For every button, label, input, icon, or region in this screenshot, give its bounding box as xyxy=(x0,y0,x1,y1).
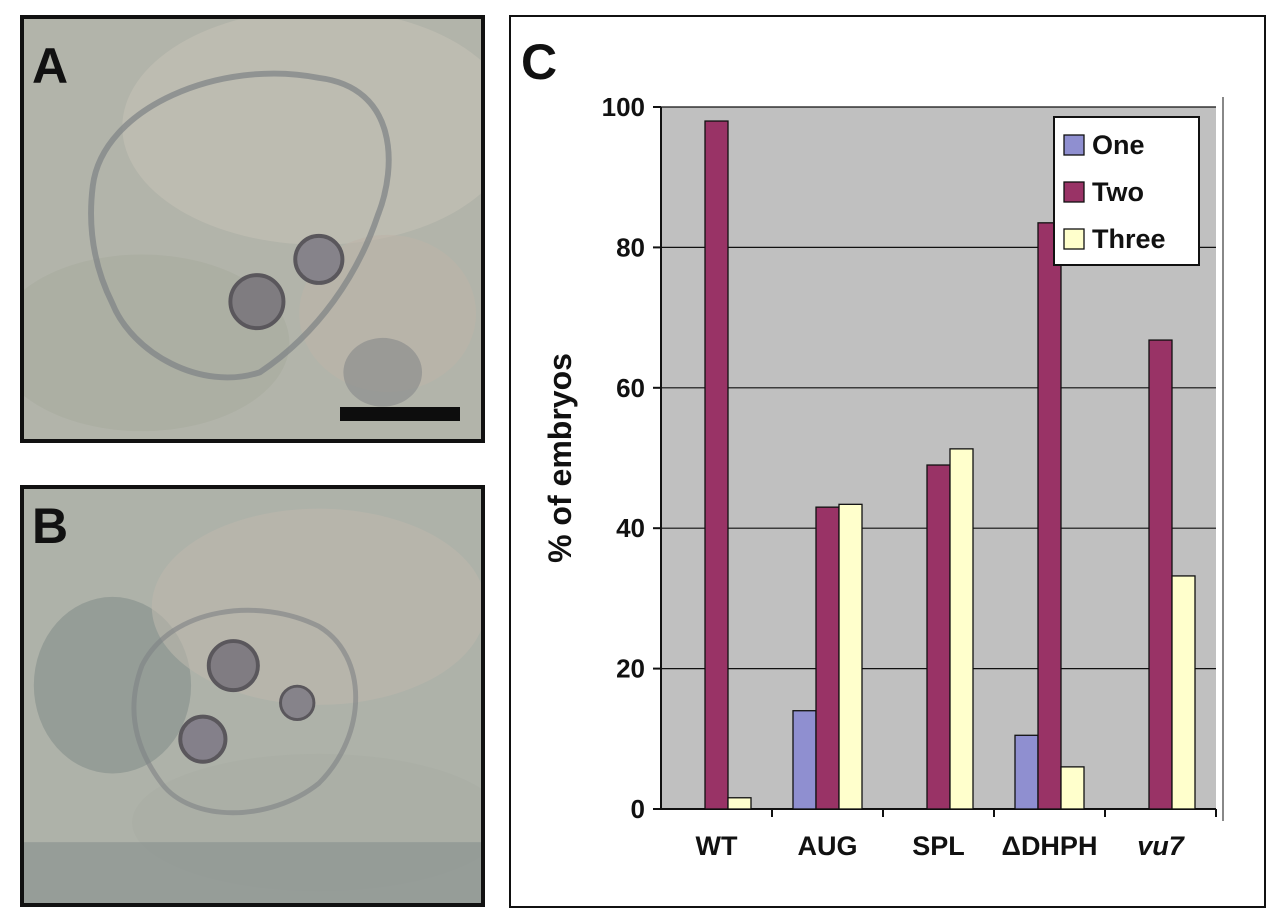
bar-three xyxy=(949,448,974,810)
x-tick-label: vu7 xyxy=(1137,831,1186,861)
bar-two xyxy=(704,120,729,810)
scale-bar xyxy=(340,407,460,421)
y-tick-label: 20 xyxy=(616,654,645,684)
panel-c-chart: C 0 20 40 60 80 100 WT AUG SPL ΔDHPH vu7 % of embry… xyxy=(509,15,1266,908)
legend-label-two: Two xyxy=(1092,177,1144,207)
panel-c-label: C xyxy=(521,34,558,90)
bar-three xyxy=(1060,766,1085,810)
bar-three xyxy=(1171,575,1196,810)
bar-two xyxy=(926,464,951,810)
y-tick-label: 0 xyxy=(631,794,645,824)
panel-a-label: A xyxy=(32,38,69,94)
panel-b-micrograph: B xyxy=(20,485,485,907)
bar-two xyxy=(1148,339,1173,810)
x-tick-label: AUG xyxy=(798,831,858,861)
legend-swatch-one xyxy=(1063,134,1085,156)
x-tick-label: SPL xyxy=(912,831,965,861)
legend-label-one: One xyxy=(1092,130,1145,160)
bar-three xyxy=(838,503,863,810)
bar-one xyxy=(1014,734,1039,810)
legend-swatch-two xyxy=(1063,181,1085,203)
panel-b-label: B xyxy=(32,498,69,554)
legend-swatch-three xyxy=(1063,228,1085,250)
bar-two xyxy=(815,506,840,810)
bar-chart: 0 20 40 60 80 100 WT AUG SPL ΔDHPH vu7 % of embryos… xyxy=(542,92,1224,861)
x-tick-label: ΔDHPH xyxy=(1002,831,1098,861)
bar-three xyxy=(727,797,752,810)
bar-two xyxy=(1037,222,1062,810)
micrograph-b-image xyxy=(24,489,481,903)
panel-a-micrograph: A xyxy=(20,15,485,443)
y-axis-label: % of embryos xyxy=(542,353,578,563)
y-tick-label: 100 xyxy=(602,92,645,122)
micrograph-a-image xyxy=(24,19,481,439)
y-tick-label: 40 xyxy=(616,513,645,543)
legend-label-three: Three xyxy=(1092,224,1166,254)
y-tick-label: 80 xyxy=(616,232,645,262)
x-tick-label: WT xyxy=(696,831,738,861)
bar-one xyxy=(792,710,817,810)
y-tick-label: 60 xyxy=(616,373,645,403)
